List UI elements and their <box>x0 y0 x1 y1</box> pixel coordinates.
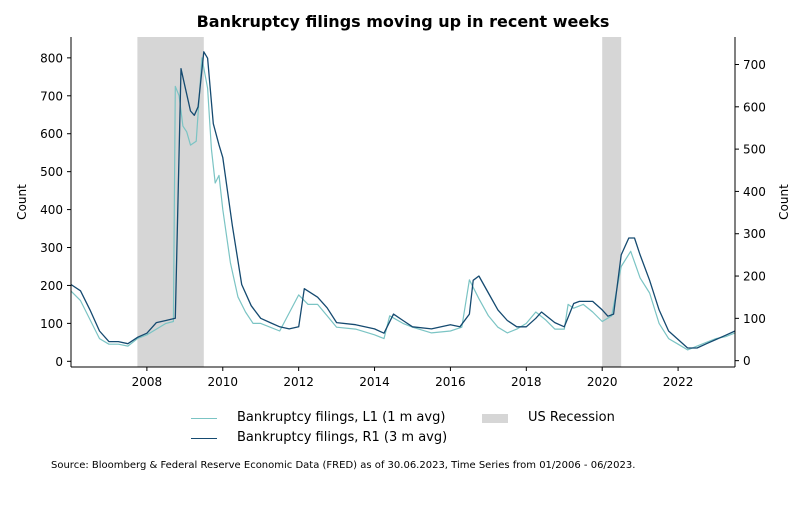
y-right-tick-label-400: 400 <box>743 185 766 199</box>
x-tick-label-2018: 2018 <box>511 375 542 389</box>
y-left-tick-label-500: 500 <box>40 165 63 179</box>
y-left-tick-label-700: 700 <box>40 89 63 103</box>
y-right-tick-label-500: 500 <box>743 143 766 157</box>
x-tick-label-2016: 2016 <box>435 375 466 389</box>
x-tick-label-2010: 2010 <box>207 375 238 389</box>
x-tick-label-2014: 2014 <box>359 375 390 389</box>
legend-swatch-r1 <box>191 438 217 439</box>
legend-swatch-l1 <box>191 418 217 419</box>
series-lines <box>70 51 736 351</box>
y-right-tick-label-100: 100 <box>743 312 766 326</box>
legend-label-r1: Bankruptcy filings, R1 (3 m avg) <box>237 430 448 445</box>
y-right-tick-label-600: 600 <box>743 100 766 114</box>
recession-band-2 <box>602 37 622 367</box>
y-left-tick-label-600: 600 <box>40 127 63 141</box>
y-right-tick-label-700: 700 <box>743 58 766 72</box>
y-left-tick-label-400: 400 <box>40 203 63 217</box>
y-left-tick-label-200: 200 <box>40 279 63 293</box>
y-left-tick-label-100: 100 <box>40 317 63 331</box>
y-left-tick-label-300: 300 <box>40 241 63 255</box>
legend-swatch-recession <box>482 414 508 423</box>
x-tick-label-2012: 2012 <box>283 375 314 389</box>
y-right-tick-label-300: 300 <box>743 227 766 241</box>
series-line-r1 <box>70 51 736 349</box>
legend-label-recession: US Recession <box>528 410 615 425</box>
x-tick-label-2008: 2008 <box>132 375 163 389</box>
y-left-axis-label: Count <box>15 184 29 220</box>
chart-title: Bankruptcy filings moving up in recent w… <box>196 12 610 31</box>
y-right-tick-label-0: 0 <box>743 354 751 368</box>
y-right-axis-label: Count <box>777 184 791 220</box>
y-left-tick-label-0: 0 <box>55 355 63 369</box>
chart-axes: 2008 2010 2012 2014 2016 2018 2020 2022 0 100 200 3… <box>15 37 791 389</box>
x-tick-label-2022: 2022 <box>663 375 694 389</box>
source-note: Source: Bloomberg & Federal Reserve Econ… <box>51 460 636 471</box>
recession-band-1 <box>137 37 204 367</box>
x-tick-label-2020: 2020 <box>587 375 618 389</box>
series-line-l1 <box>70 57 736 351</box>
legend-label-l1: Bankruptcy filings, L1 (1 m avg) <box>237 410 446 425</box>
y-left-tick-label-800: 800 <box>40 51 63 65</box>
recession-bands <box>137 37 622 367</box>
y-right-tick-label-200: 200 <box>743 270 766 284</box>
